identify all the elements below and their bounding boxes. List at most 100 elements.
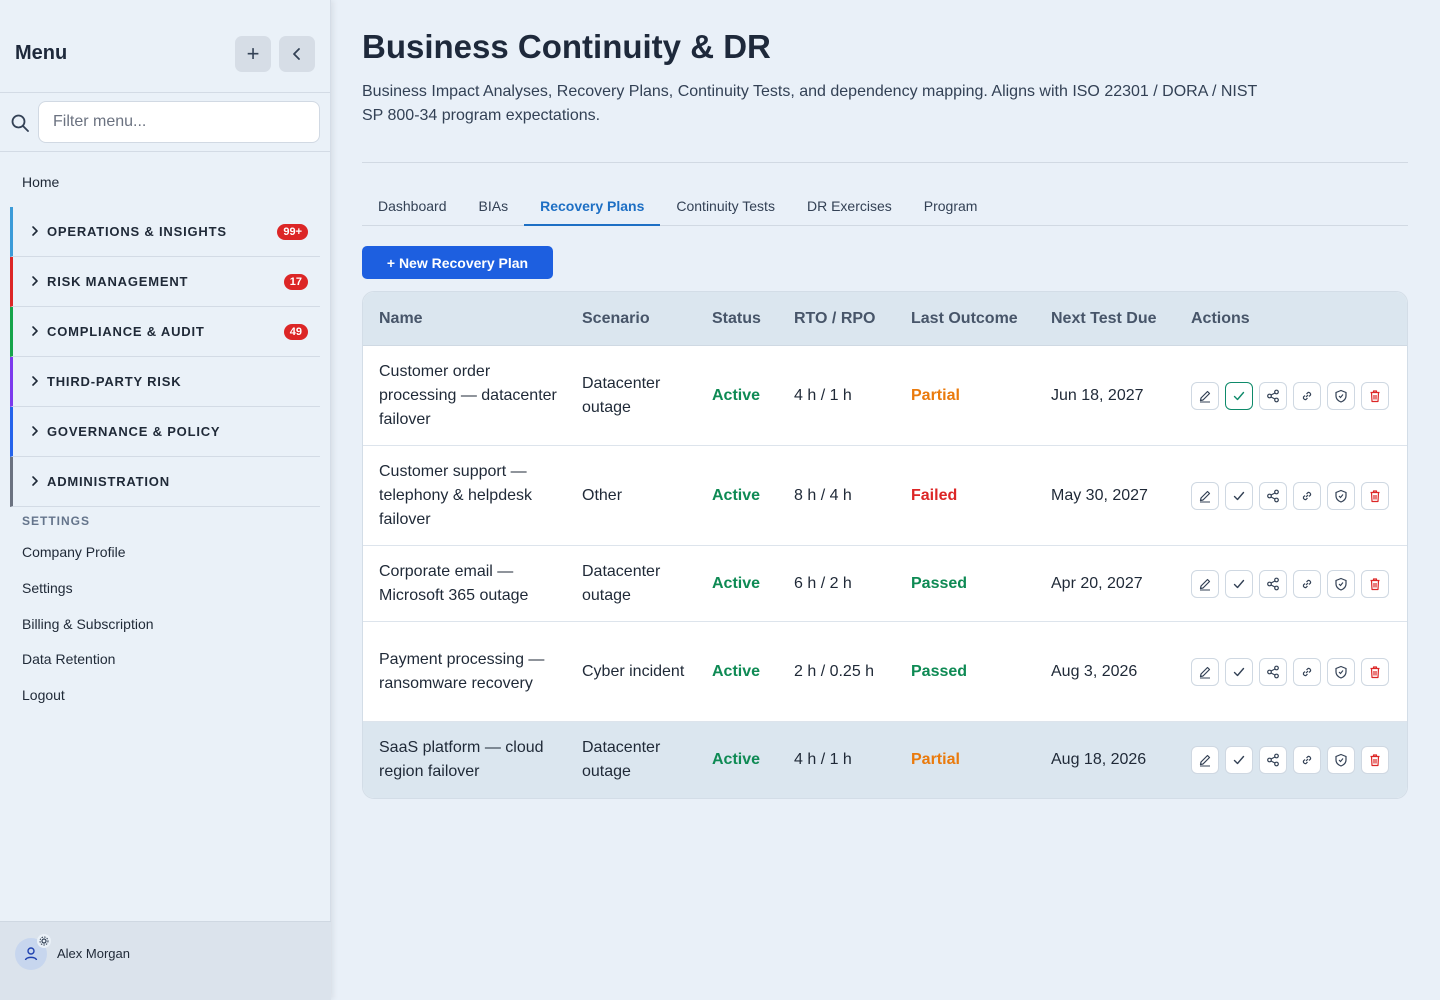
tab-dr-exercises[interactable]: DR Exercises [806,198,892,214]
mark-complete-button[interactable] [1225,381,1253,410]
nav-group-operations-insights[interactable]: OPERATIONS & INSIGHTS 99+ [10,207,320,257]
edit-button[interactable] [1191,481,1219,510]
tab-bias[interactable]: BIAs [478,198,509,214]
protect-button[interactable] [1327,746,1355,774]
status-badge: Active [712,662,761,680]
protect-button[interactable] [1327,569,1355,598]
tab-dashboard[interactable]: Dashboard [378,198,447,214]
mark-complete-button[interactable] [1225,481,1253,510]
settings-item-billing-subscription[interactable]: Billing & Subscription [22,615,154,632]
sidebar-title: Menu [15,42,68,64]
trash-icon [1370,577,1380,590]
chevron-right-icon [32,426,38,436]
edit-button[interactable] [1191,746,1219,774]
nav-group-risk-management[interactable]: RISK MANAGEMENT 17 [10,257,320,307]
settings-item-data-retention[interactable]: Data Retention [22,651,116,668]
edit-icon [1199,754,1211,767]
column-header-name[interactable]: Name [379,309,423,327]
column-header-rto-rpo[interactable]: RTO / RPO [794,309,876,327]
tab-program[interactable]: Program [923,198,978,214]
mark-complete-button[interactable] [1225,746,1253,774]
plan-name[interactable]: Corporate email — Microsoft 365 outage [379,562,529,604]
plan-name[interactable]: Payment processing — ransomware recovery [379,650,545,692]
edit-icon [1199,390,1211,402]
table-body: Customer order processing — datacenter f… [363,346,1407,798]
mark-complete-button[interactable] [1225,569,1253,598]
nav-group-compliance-audit[interactable]: COMPLIANCE & AUDIT 49 [10,307,320,357]
column-header-next-test-due[interactable]: Next Test Due [1051,309,1157,327]
link-icon [1302,391,1312,400]
table-row[interactable]: SaaS platform — cloud region failover Dat… [363,722,1407,798]
shield-icon [1335,577,1347,591]
add-button[interactable]: + [235,36,271,72]
nav-group-third-party-risk[interactable]: THIRD-PARTY RISK [10,357,320,407]
nav-home[interactable]: Home [22,174,60,190]
nav-group-governance-policy[interactable]: GOVERNANCE & POLICY [10,407,320,457]
protect-button[interactable] [1327,381,1355,410]
share-button[interactable] [1259,569,1287,598]
edit-icon [1199,490,1211,502]
settings-item-logout[interactable]: Logout [22,687,65,704]
edit-button[interactable] [1191,381,1219,410]
delete-button[interactable] [1361,746,1389,774]
share-button[interactable] [1259,746,1287,774]
column-header-last-outcome[interactable]: Last Outcome [911,309,1018,327]
link-button[interactable] [1293,657,1321,686]
user-footer[interactable]: Alex Morgan [0,921,331,1000]
count-badge: 17 [283,273,308,290]
trash-icon [1370,389,1380,402]
nav-group-label: GOVERNANCE & POLICY [47,424,221,439]
gear-icon [37,934,51,948]
delete-button[interactable] [1361,481,1389,510]
table-row[interactable]: Corporate email — Microsoft 365 outage Da… [363,546,1407,622]
nav-group-administration[interactable]: ADMINISTRATION [10,457,320,507]
plan-name[interactable]: SaaS platform — cloud region failover [379,739,544,780]
plan-name[interactable]: Customer support — telephony & helpdesk … [379,462,532,528]
sidebar-search [0,93,330,152]
share-button[interactable] [1259,657,1287,686]
user-name: Alex Morgan [57,946,130,961]
column-header-scenario[interactable]: Scenario [582,309,650,327]
link-button[interactable] [1293,481,1321,510]
next-test-due: May 30, 2027 [1051,486,1148,504]
share-icon [1267,577,1279,590]
table-row[interactable]: Payment processing — ransomware recovery… [363,622,1407,722]
filter-menu-input[interactable] [38,101,320,143]
share-button[interactable] [1259,381,1287,410]
share-button[interactable] [1259,481,1287,510]
protect-button[interactable] [1327,481,1355,510]
settings-item-settings[interactable]: Settings [22,579,73,596]
link-button[interactable] [1293,746,1321,774]
plan-name[interactable]: Customer order processing — datacenter f… [379,362,557,428]
status-badge: Active [712,574,761,592]
table-row[interactable]: Customer support — telephony & helpdesk … [363,446,1407,546]
column-header-status[interactable]: Status [712,309,761,327]
column-header-actions: Actions [1191,309,1250,327]
delete-button[interactable] [1361,381,1389,410]
delete-button[interactable] [1361,657,1389,686]
nav-group-label: ADMINISTRATION [47,474,170,489]
plan-scenario: Other [582,486,623,504]
nav-group-label: THIRD-PARTY RISK [47,374,182,389]
link-button[interactable] [1293,381,1321,410]
protect-button[interactable] [1327,657,1355,686]
row-actions [1191,381,1389,410]
nav-group-label: OPERATIONS & INSIGHTS [47,224,227,239]
status-badge: Active [712,386,761,404]
edit-button[interactable] [1191,569,1219,598]
settings-item-company-profile[interactable]: Company Profile [22,544,126,560]
check-icon [1233,579,1245,588]
tab-continuity-tests[interactable]: Continuity Tests [676,198,775,214]
avatar[interactable] [15,934,51,970]
table-row[interactable]: Customer order processing — datacenter f… [363,346,1407,446]
link-icon [1302,667,1312,676]
collapse-sidebar-button[interactable] [279,36,315,72]
share-icon [1267,489,1279,502]
chevron-left-icon [293,48,300,60]
tab-recovery-plans[interactable]: Recovery Plans [524,187,661,226]
mark-complete-button[interactable] [1225,657,1253,686]
new-recovery-plan-button[interactable]: + New Recovery Plan [362,246,553,279]
delete-button[interactable] [1361,569,1389,598]
edit-button[interactable] [1191,657,1219,686]
link-button[interactable] [1293,569,1321,598]
